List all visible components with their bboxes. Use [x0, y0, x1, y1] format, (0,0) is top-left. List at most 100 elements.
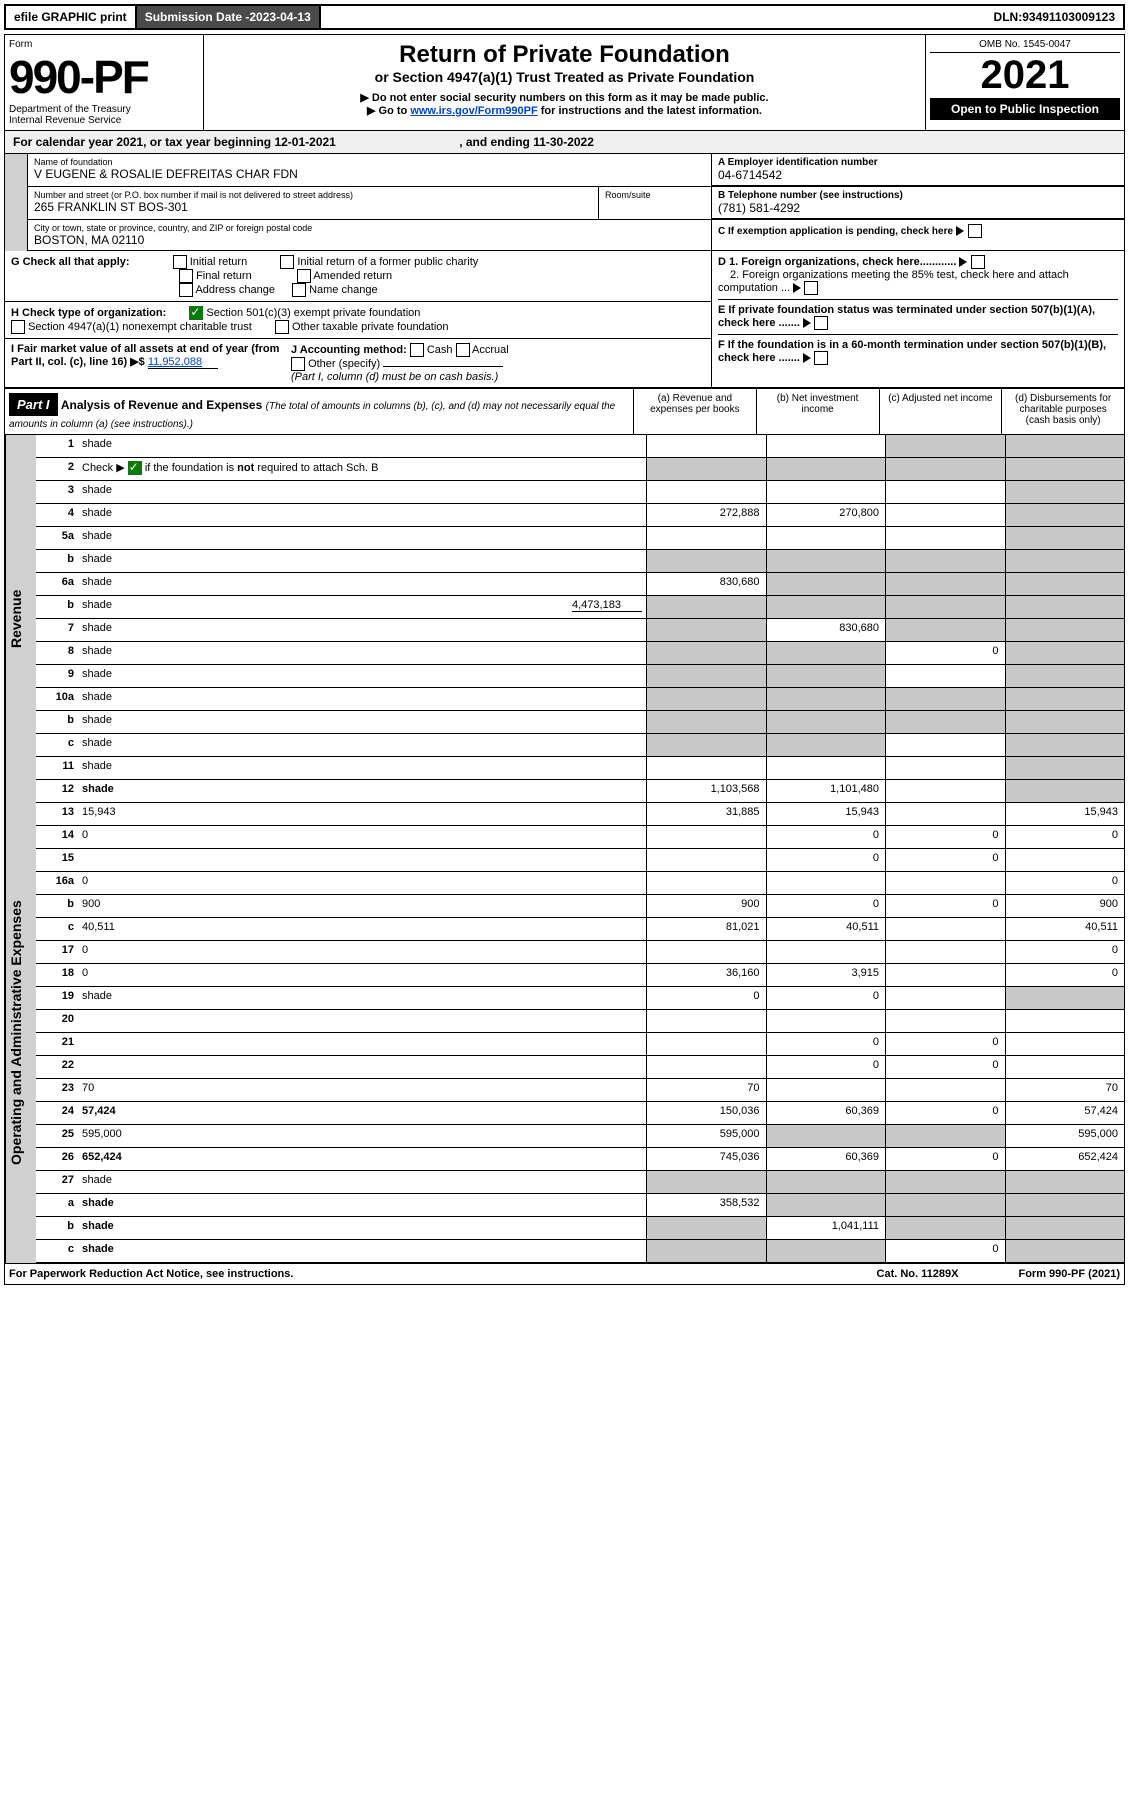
form-id-block: Form 990-PF Department of the Treasury I… [5, 35, 204, 130]
cell: 81,021 [646, 918, 766, 940]
cell: 57,424 [1005, 1102, 1125, 1124]
cell [646, 734, 766, 756]
line-number: 13 [36, 803, 78, 825]
table-row: ashade358,532 [36, 1194, 1124, 1217]
checkbox-501c3[interactable] [189, 306, 203, 320]
checkbox-f[interactable] [814, 351, 828, 365]
cell [1005, 849, 1125, 871]
line-number: 27 [36, 1171, 78, 1193]
table-row: 25595,000595,000595,000 [36, 1125, 1124, 1148]
checkbox-d1[interactable] [971, 255, 985, 269]
checkbox-other-taxable[interactable] [275, 320, 289, 334]
form-subtitle: or Section 4947(a)(1) Trust Treated as P… [210, 69, 919, 85]
cell [766, 688, 886, 710]
checkbox-4947[interactable] [11, 320, 25, 334]
line-number: 24 [36, 1102, 78, 1124]
line-desc: shade [78, 757, 646, 779]
cell [766, 734, 886, 756]
cell [766, 1240, 886, 1262]
checkbox-cash[interactable] [410, 343, 424, 357]
table-row: 10ashade [36, 688, 1124, 711]
checkbox-final[interactable] [179, 269, 193, 283]
line-number: 15 [36, 849, 78, 871]
checkbox-initial-former[interactable] [280, 255, 294, 269]
checkbox-amended[interactable] [297, 269, 311, 283]
table-row: bshade [36, 550, 1124, 573]
table-row: bshade4,473,183 [36, 596, 1124, 619]
cell [1005, 688, 1125, 710]
checkbox-address[interactable] [179, 283, 193, 297]
checkbox-e[interactable] [814, 316, 828, 330]
cell: 0 [766, 1033, 886, 1055]
ein-label: A Employer identification number [718, 157, 1118, 168]
row-ij: I Fair market value of all assets at end… [5, 339, 711, 387]
cell: 0 [766, 849, 886, 871]
form-note-2: ▶ Go to www.irs.gov/Form990PF for instru… [210, 104, 919, 117]
checkbox-initial[interactable] [173, 255, 187, 269]
line-desc: 40,511 [78, 918, 646, 940]
checkbox-other[interactable] [291, 357, 305, 371]
cell [1005, 1171, 1125, 1193]
table-row: c40,51181,02140,51140,511 [36, 918, 1124, 941]
cell [885, 458, 1005, 480]
col-d-header: (d) Disbursements for charitable purpose… [1001, 389, 1124, 434]
cell: 0 [885, 826, 1005, 848]
cell: 0 [766, 987, 886, 1009]
line-desc: shade [78, 711, 646, 733]
col-c-header: (c) Adjusted net income [879, 389, 1002, 434]
line-desc: shade [78, 734, 646, 756]
cell: 0 [885, 1056, 1005, 1078]
table-row: bshade1,041,111 [36, 1217, 1124, 1240]
cell: 595,000 [646, 1125, 766, 1147]
line-desc: 0 [78, 941, 646, 963]
table-row: 1500 [36, 849, 1124, 872]
checkbox-name[interactable] [292, 283, 306, 297]
cell [1005, 596, 1125, 618]
cell [766, 481, 886, 503]
footer-right: Form 990-PF (2021) [1018, 1268, 1120, 1280]
cell [766, 1125, 886, 1147]
table-row: 1700 [36, 941, 1124, 964]
table-row: 20 [36, 1010, 1124, 1033]
cell: 15,943 [1005, 803, 1125, 825]
line-desc: shade [78, 619, 646, 641]
table-row: 1shade [36, 435, 1124, 458]
revenue-side-label: Revenue [5, 435, 36, 803]
cell: 0 [646, 987, 766, 1009]
line-desc: shade [78, 1240, 646, 1262]
checkbox-accrual[interactable] [456, 343, 470, 357]
line-desc: 652,424 [78, 1148, 646, 1170]
cell: 830,680 [766, 619, 886, 641]
table-row: cshade0 [36, 1240, 1124, 1263]
cell [885, 1194, 1005, 1216]
line-number: 22 [36, 1056, 78, 1078]
cell [646, 849, 766, 871]
table-row: 2Check ▶ if the foundation is not requir… [36, 458, 1124, 481]
cell [766, 757, 886, 779]
line-number: b [36, 1217, 78, 1239]
table-row: b90090000900 [36, 895, 1124, 918]
form-link[interactable]: www.irs.gov/Form990PF [410, 105, 537, 117]
line-number: 23 [36, 1079, 78, 1101]
line-number: 3 [36, 481, 78, 503]
fmv-value[interactable]: 11,952,088 [148, 356, 218, 369]
cell [766, 458, 886, 480]
cell [646, 642, 766, 664]
line-desc: 70 [78, 1079, 646, 1101]
line-desc: 595,000 [78, 1125, 646, 1147]
cell: 3,915 [766, 964, 886, 986]
line-desc [78, 1010, 646, 1032]
cell [1005, 504, 1125, 526]
cell [766, 1079, 886, 1101]
cell [766, 596, 886, 618]
line-desc: shade [78, 573, 646, 595]
info-addr-row: Number and street (or P.O. box number if… [4, 187, 1125, 220]
col-b-header: (b) Net investment income [756, 389, 879, 434]
line-desc: shade [78, 527, 646, 549]
table-row: 1315,94331,88515,94315,943 [36, 803, 1124, 826]
checkbox-d2[interactable] [804, 281, 818, 295]
line-number: c [36, 1240, 78, 1262]
checkbox-c[interactable] [968, 224, 982, 238]
cell [646, 711, 766, 733]
cell [766, 573, 886, 595]
